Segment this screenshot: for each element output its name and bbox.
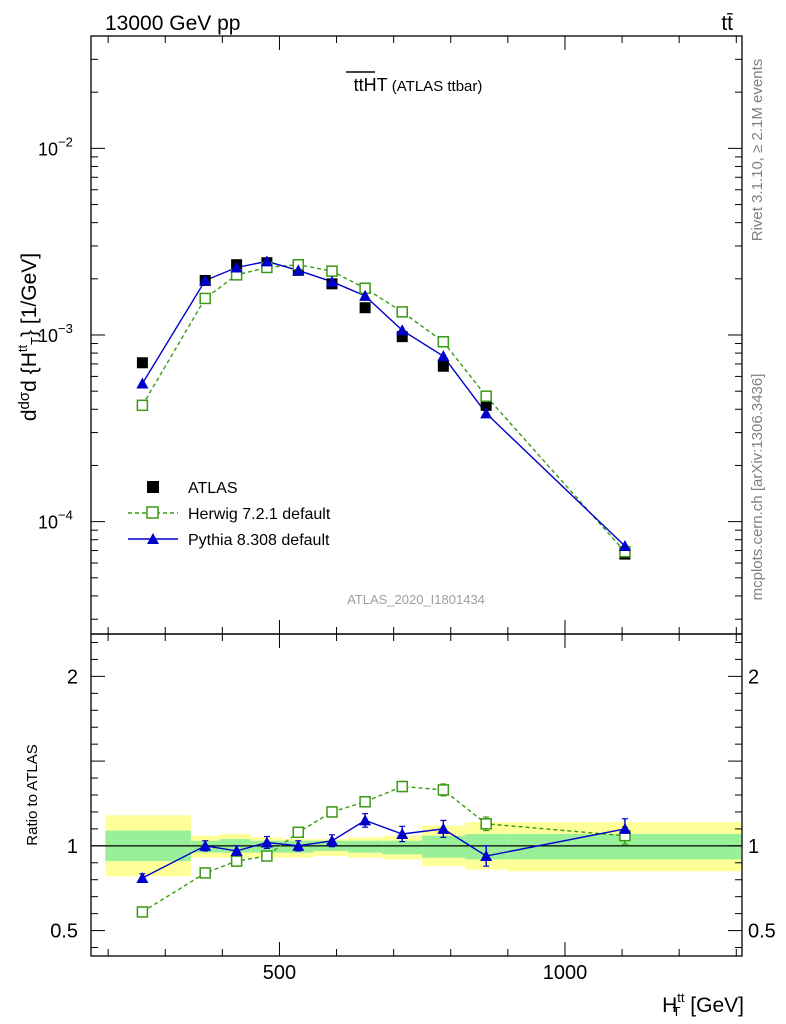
herwig-ratio-point: [480, 818, 492, 830]
herwig-ratio-point: [437, 784, 450, 796]
band-inner: [347, 840, 383, 853]
svg-text:ddσd {HttT} [1/GeV]: ddσd {HttT} [1/GeV]: [15, 253, 43, 421]
x-tick-label: 1000: [543, 962, 588, 984]
pythia-ratio-point: [359, 814, 372, 826]
band-inner: [382, 840, 423, 855]
title-main: tt: [354, 75, 364, 95]
herwig-point: [136, 399, 149, 412]
atlas-point: [437, 360, 449, 372]
series-line: [142, 785, 625, 913]
herwig-ratio-point: [292, 826, 305, 839]
pythia-point: [136, 377, 149, 389]
band-inner: [422, 835, 466, 858]
y-tick-label: 10−3: [38, 321, 73, 346]
y-tick-label: 2: [748, 666, 759, 688]
energy-label: 13000 GeV pp: [105, 12, 240, 35]
x-tick-label: 500: [263, 962, 296, 984]
main-series: [136, 255, 631, 560]
herwig-ratio-point: [230, 855, 243, 867]
herwig-point: [480, 390, 492, 402]
main-ticks: 10−4 10−3 10−2: [38, 35, 742, 634]
legend-atlas-marker: [147, 481, 159, 493]
ratio-frame: [90, 633, 743, 957]
pythia-ratio-point: [437, 822, 450, 834]
pythia-point: [325, 275, 338, 287]
herwig-ratio-point: [261, 850, 273, 862]
legend-pythia-marker: [147, 533, 159, 544]
main-panel: 10−4 10−3 10−2 ATLAS_2020_I1801434 ttHT (A…: [38, 35, 743, 635]
pythia-point: [396, 324, 409, 336]
pythia-ratio-point: [325, 834, 338, 846]
herwig-point: [437, 336, 450, 348]
ratio-series: [136, 780, 631, 918]
pythia-point: [260, 255, 273, 267]
herwig-ratio-point: [396, 780, 408, 793]
watermark: ATLAS_2020_I1801434: [347, 592, 485, 607]
pythia-point: [230, 261, 243, 273]
y-tick-label: 0.5: [50, 921, 78, 943]
process-label: tt̄: [721, 12, 733, 35]
herwig-ratio-point: [136, 906, 149, 918]
pythia-ratio-point: [260, 836, 273, 848]
atlas-point: [396, 331, 408, 343]
pythia-ratio-point: [199, 839, 212, 851]
plot-title: ttHT (ATLAS ttbar): [354, 75, 483, 95]
legend-pythia-label: Pythia 8.308 default: [188, 532, 330, 549]
herwig-point: [326, 265, 338, 277]
ratio-panel: 0.5 0.5 1 1 2 2 500 1000: [50, 633, 776, 984]
ratio-ticks: 0.5 0.5 1 1 2 2 500 1000: [50, 634, 776, 984]
ratio-ylabel: Ratio to ATLAS: [24, 744, 41, 845]
title-overline: HT: [364, 75, 388, 95]
atlas-point: [136, 357, 148, 369]
pythia-ratio-point: [396, 827, 409, 839]
pythia-point: [618, 540, 631, 552]
y-tick-label: 10−4: [38, 508, 73, 533]
main-ylabel: ddσd {HttT} [1/GeV]: [15, 253, 43, 421]
herwig-point: [396, 306, 408, 318]
y-tick-label: 10−2: [38, 134, 73, 159]
xlabel: Htt T [GeV]: [662, 990, 744, 1019]
legend-herwig-marker: [146, 506, 159, 519]
atlas-point: [480, 399, 492, 411]
y-tick-label: 1: [67, 836, 78, 858]
herwig-ratio-point: [199, 867, 211, 879]
title-sub: (ATLAS ttbar): [388, 78, 483, 95]
pythia-point: [359, 289, 372, 301]
series-line: [141, 260, 626, 547]
atlas-point: [359, 302, 371, 314]
herwig-ratio-point: [326, 806, 338, 818]
pythia-point: [292, 264, 305, 276]
legend-atlas-label: ATLAS: [188, 480, 238, 497]
pythia-point: [199, 274, 212, 286]
pythia-ratio-point: [230, 844, 243, 856]
pythia-point: [437, 350, 450, 362]
legend: ATLAS Herwig 7.2.1 default Pythia 8.308 …: [128, 480, 331, 549]
y-tick-label: 2: [67, 666, 78, 688]
y-tick-label: 1: [748, 836, 759, 858]
mcplots-label: mcplots.cern.ch [arXiv:1306.3436]: [749, 374, 766, 601]
rivet-label: Rivet 3.1.10, ≥ 2.1M events: [749, 59, 766, 242]
pythia-ratio-point: [292, 839, 305, 851]
pythia-ratio-point: [618, 822, 631, 834]
herwig-point: [199, 292, 211, 305]
pythia-ratio-point: [480, 850, 493, 862]
pythia-point: [480, 407, 493, 419]
legend-herwig-label: Herwig 7.2.1 default: [188, 506, 331, 523]
y-tick-label: 0.5: [748, 921, 776, 943]
herwig-ratio-point: [359, 796, 371, 808]
pythia-ratio-point: [136, 872, 149, 884]
